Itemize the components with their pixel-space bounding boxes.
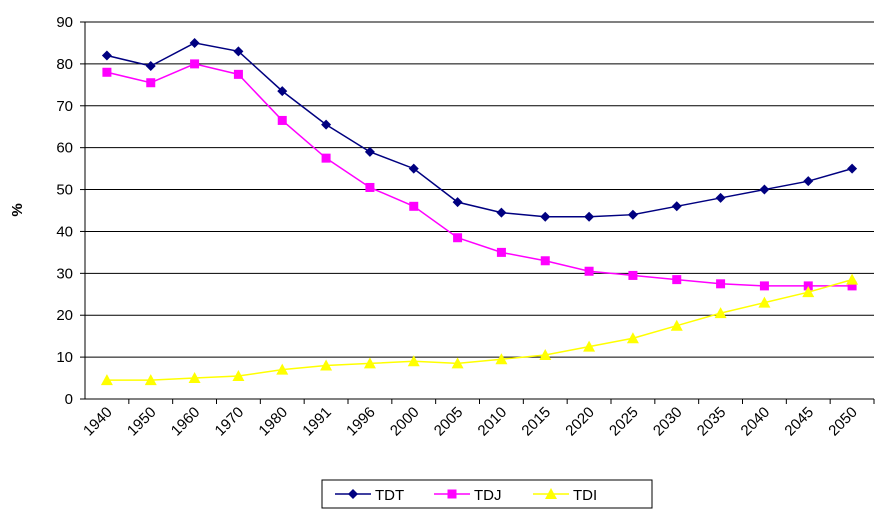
x-tick-label: 2040 [738,404,774,440]
data-point [583,340,596,352]
x-tick-label: 2050 [825,404,861,440]
data-point [453,233,463,243]
data-point [452,197,463,208]
data-point [847,281,857,291]
y-tick-label: 10 [56,349,73,366]
data-point [102,67,112,77]
data-point [495,353,508,365]
x-tick-label: 1950 [124,404,160,440]
y-tick-label: 0 [65,391,73,408]
data-point [146,78,156,88]
x-tick-label: 2025 [606,404,642,440]
data-point [408,163,419,174]
y-tick-label: 60 [56,140,73,157]
legend-marker [447,489,457,499]
data-point [803,176,814,187]
data-point [671,201,682,212]
data-point [716,279,726,289]
data-point [540,211,551,222]
data-point [190,59,200,69]
y-tick-label: 90 [56,14,73,31]
data-point [232,369,245,381]
x-tick-label: 1991 [299,404,335,440]
data-point [759,281,769,291]
x-tick-label: 1970 [212,404,248,440]
data-point [320,359,333,371]
data-point [363,357,376,369]
data-point [802,286,815,298]
y-tick-label: 80 [56,56,73,73]
data-point [277,115,287,125]
series-line [106,278,853,381]
legend-label: TDI [573,487,597,504]
data-point [188,372,201,384]
data-point [847,163,858,174]
x-tick-label: 2035 [694,404,730,440]
data-point [233,69,243,79]
data-point [144,374,157,386]
legend-marker [348,489,358,499]
data-point [628,270,638,280]
y-axis-label: % [9,203,26,216]
data-point [803,281,813,291]
x-tick-label: 2030 [650,404,686,440]
data-point [101,50,112,61]
data-point [365,182,375,192]
x-tick-label: 2005 [431,404,467,440]
data-point [276,363,289,375]
y-tick-label: 40 [56,223,73,240]
x-tick-label: 2020 [562,404,598,440]
data-point [672,275,682,285]
x-tick-label: 2000 [387,404,423,440]
data-point [496,207,507,218]
data-point [759,184,770,195]
data-point [584,266,594,276]
data-point [496,247,506,257]
legend-label: TDJ [474,487,502,504]
data-point [758,296,771,308]
data-point [670,319,683,331]
legend-marker [545,488,557,499]
data-point [321,119,332,130]
data-point [189,37,200,48]
data-point [540,256,550,266]
data-point [145,60,156,71]
data-point [321,153,331,163]
data-point [539,349,552,361]
series-line [106,42,853,218]
x-tick-label: 1940 [80,404,116,440]
y-tick-label: 70 [56,98,73,115]
data-point [100,374,113,386]
data-point [277,86,288,97]
y-tick-label: 20 [56,307,73,324]
x-tick-label: 2015 [518,404,554,440]
data-point [451,357,464,369]
data-point [626,332,639,344]
data-point [409,201,419,211]
x-tick-label: 1980 [255,404,291,440]
data-point [233,46,244,57]
x-tick-label: 2045 [781,404,817,440]
data-point [584,211,595,222]
y-tick-label: 50 [56,182,73,199]
series-line [106,63,853,287]
legend-box [321,479,653,509]
data-point [714,307,727,319]
data-point [846,273,859,285]
x-tick-label: 1960 [168,404,204,440]
legend-label: TDT [375,487,404,504]
x-tick-label: 2010 [475,404,511,440]
x-tick-label: 1996 [343,404,379,440]
data-point [627,209,638,220]
y-tick-label: 30 [56,265,73,282]
data-point [715,192,726,203]
data-point [364,146,375,157]
data-point [407,355,420,367]
